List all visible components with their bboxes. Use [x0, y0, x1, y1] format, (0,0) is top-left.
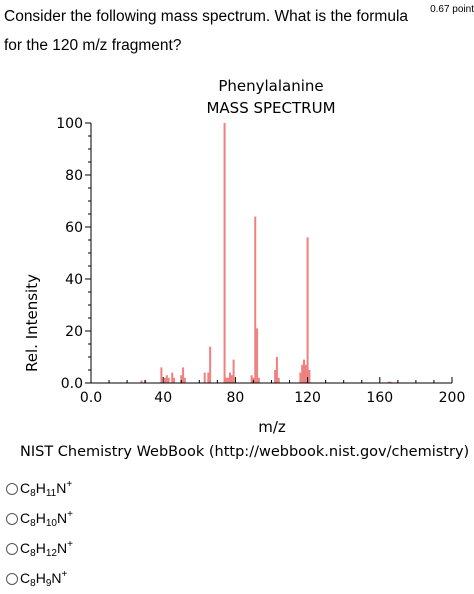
peak-bar — [227, 377, 230, 383]
peak-bar — [183, 377, 186, 383]
question-text: Consider the following mass spectrum. Wh… — [4, 8, 409, 54]
peak-bar — [274, 370, 277, 383]
peak-bar — [389, 381, 392, 383]
x-tick-label: 80 — [226, 390, 244, 406]
option-3[interactable]: C8H9N+ — [6, 564, 73, 594]
peak-bar — [140, 380, 143, 383]
peak-bar — [209, 346, 212, 383]
radio-button[interactable] — [6, 543, 18, 555]
option-label: C8H10N+ — [20, 509, 73, 529]
source-citation: NIST Chemistry WebBook (http://webbook.n… — [20, 444, 470, 460]
peak-bar — [257, 377, 260, 383]
peak-bar — [207, 372, 210, 383]
peak-bar — [225, 377, 228, 383]
x-tick-label: 120 — [294, 390, 321, 406]
peak-bar — [275, 357, 278, 383]
peak-bar — [304, 364, 307, 383]
peak-bar — [167, 377, 170, 383]
peak-bar — [306, 237, 309, 383]
chart-subtitle: MASS SPECTRUM — [206, 99, 335, 117]
peak-bar — [299, 372, 302, 383]
peak-bar — [182, 367, 185, 383]
answer-options: C8H11N+ C8H10N+ C8H12N+ C8H9N+ — [6, 474, 73, 594]
peak-bar — [164, 377, 167, 383]
peak-bar — [301, 364, 304, 383]
option-label: C8H11N+ — [20, 479, 73, 499]
x-tick-label: 40 — [154, 390, 172, 406]
points-label: 0.67 point — [430, 4, 474, 15]
radio-button[interactable] — [6, 483, 18, 495]
chart-title: Phenylalanine — [218, 77, 323, 95]
y-tick-label: 80 — [65, 168, 83, 184]
peak-bar — [165, 375, 168, 383]
peak-bar — [228, 372, 231, 383]
peak-bar — [250, 375, 253, 383]
peak-bar — [223, 123, 226, 383]
peak-bar — [230, 375, 233, 383]
option-1[interactable]: C8H10N+ — [6, 504, 73, 534]
peak-bar — [277, 377, 280, 383]
peak-bar — [302, 359, 305, 383]
peak-bar — [203, 372, 206, 383]
peak-bar — [256, 328, 259, 383]
x-axis-label: m/z — [258, 418, 286, 436]
radio-button[interactable] — [6, 573, 18, 585]
peak-bar — [254, 216, 257, 383]
y-tick-label: 60 — [65, 220, 83, 236]
mass-spectrum-chart: Phenylalanine MASS SPECTRUM Rel. Intensi… — [23, 77, 465, 436]
y-tick-label: 40 — [65, 272, 83, 288]
peak-bar — [160, 367, 163, 383]
peak-bar — [180, 375, 183, 383]
option-label: C8H9N+ — [20, 569, 68, 589]
plot-area: 0.0 20 40 60 80 100 0.0 40 80 120 160 200 — [56, 116, 465, 406]
y-tick-label: 20 — [65, 324, 83, 340]
x-tick-label: 0.0 — [80, 390, 102, 406]
y-axis-label: Rel. Intensity — [23, 274, 41, 372]
option-0[interactable]: C8H11N+ — [6, 474, 73, 504]
y-tick-label: 100 — [56, 116, 83, 132]
radio-button[interactable] — [6, 513, 18, 525]
peak-bar — [232, 359, 235, 383]
peak-bar — [173, 377, 176, 383]
option-label: C8H12N+ — [20, 539, 73, 559]
x-tick-label: 200 — [439, 390, 466, 406]
option-2[interactable]: C8H12N+ — [6, 534, 73, 564]
peak-bar — [308, 370, 311, 383]
x-tick-label: 160 — [366, 390, 393, 406]
peak-bar — [171, 372, 174, 383]
peak-bar — [387, 381, 390, 383]
y-tick-label: 0.0 — [61, 376, 83, 392]
